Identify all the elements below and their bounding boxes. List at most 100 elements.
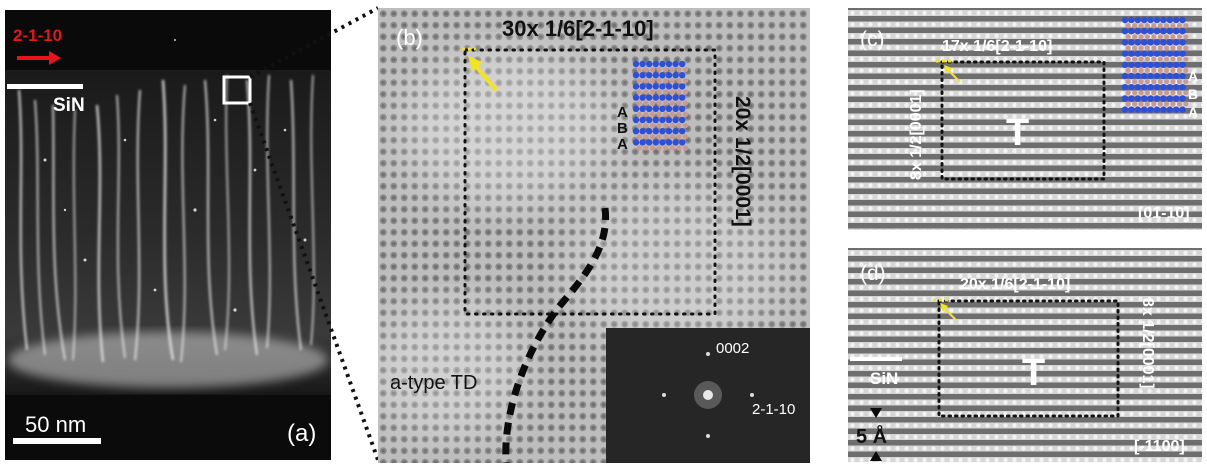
atom-marker bbox=[652, 94, 659, 101]
stack-a-bottom: A bbox=[617, 136, 628, 153]
atom-marker bbox=[649, 123, 656, 129]
atom-marker bbox=[1170, 56, 1176, 62]
atom-marker bbox=[669, 89, 675, 95]
panel-label-c: (c) bbox=[860, 28, 885, 51]
atom-marker bbox=[646, 94, 653, 101]
top-vector-label-d: 20x 1/6[2-1-10] bbox=[960, 276, 1071, 293]
atom-marker bbox=[1128, 106, 1135, 113]
atom-marker bbox=[672, 128, 679, 135]
atom-marker bbox=[639, 139, 646, 146]
atom-marker bbox=[1151, 56, 1157, 62]
atom-marker bbox=[659, 105, 666, 113]
atom-marker bbox=[672, 83, 679, 90]
side-vector-label-b: 20x 1/2[0001] bbox=[731, 96, 754, 227]
atom-marker bbox=[676, 78, 682, 84]
atom-marker bbox=[679, 94, 686, 101]
atom-marker bbox=[636, 100, 642, 106]
atom-marker bbox=[1147, 106, 1154, 113]
atom-marker bbox=[1160, 84, 1167, 91]
atom-marker bbox=[1125, 45, 1131, 51]
atom-marker bbox=[646, 105, 653, 113]
atom-marker bbox=[639, 105, 646, 113]
atom-marker bbox=[669, 100, 675, 106]
atom-marker bbox=[652, 128, 659, 135]
atom-marker bbox=[1151, 101, 1157, 107]
atom-marker bbox=[1138, 67, 1144, 73]
atom-marker bbox=[672, 72, 679, 79]
atom-marker bbox=[669, 123, 675, 129]
atom-marker bbox=[643, 78, 649, 84]
atom-marker bbox=[663, 134, 669, 140]
atom-marker bbox=[679, 128, 686, 135]
panel-label-b: (b) bbox=[396, 25, 423, 50]
atom-marker bbox=[1176, 45, 1182, 51]
atom-marker bbox=[652, 105, 659, 113]
stack-c-a-bottom: A bbox=[1188, 104, 1199, 120]
atom-marker bbox=[649, 78, 656, 84]
atom-marker bbox=[1179, 16, 1186, 24]
atom-marker bbox=[1134, 61, 1141, 68]
atom-marker bbox=[1166, 28, 1173, 35]
atom-marker bbox=[1144, 101, 1150, 107]
atom-marker bbox=[656, 145, 662, 151]
atom-marker bbox=[676, 123, 682, 129]
atom-marker bbox=[672, 94, 679, 101]
atom-marker bbox=[1160, 50, 1167, 57]
side-vector-label-d: 8x 1/2[0001] bbox=[1139, 298, 1156, 389]
atom-marker bbox=[1164, 23, 1170, 29]
atom-marker bbox=[649, 67, 656, 73]
atom-marker bbox=[643, 89, 649, 95]
atom-marker bbox=[1179, 61, 1186, 68]
panel-label-d: (d) bbox=[860, 262, 886, 285]
panel-d: (d) 20x 1/6[2-1-10] 8x 1/2[0001] T SiN 5… bbox=[848, 248, 1202, 462]
scale-bar-label: 50 nm bbox=[25, 412, 87, 437]
atom-marker bbox=[632, 83, 640, 90]
atom-marker bbox=[1157, 90, 1163, 96]
atom-marker bbox=[656, 67, 662, 73]
atom-marker bbox=[1121, 39, 1129, 46]
direction-label: 2-1-10 bbox=[13, 26, 63, 45]
atom-marker bbox=[1134, 84, 1141, 91]
atom-marker bbox=[1160, 39, 1167, 46]
atom-marker bbox=[672, 139, 679, 146]
atom-marker bbox=[1132, 79, 1138, 85]
atom-marker bbox=[1128, 28, 1135, 35]
atom-marker bbox=[663, 123, 669, 129]
atom-marker bbox=[1132, 67, 1138, 73]
atom-marker bbox=[669, 145, 675, 151]
atom-marker bbox=[1183, 34, 1189, 40]
atom-marker bbox=[1128, 16, 1135, 24]
atom-marker bbox=[1147, 61, 1154, 68]
atom-marker bbox=[679, 72, 686, 79]
atom-marker bbox=[669, 134, 675, 140]
atom-marker bbox=[1141, 28, 1148, 35]
atom-marker bbox=[1128, 39, 1135, 46]
atom-marker bbox=[1151, 23, 1157, 29]
atom-marker bbox=[1166, 39, 1173, 46]
twin-label-c: T bbox=[1006, 112, 1030, 154]
atom-marker bbox=[646, 139, 653, 146]
atom-marker bbox=[676, 111, 682, 117]
panel-b: (b) 30x 1/6[2-1-10] 20x 1/2[0001] A B A … bbox=[378, 8, 810, 463]
atom-marker bbox=[1125, 90, 1131, 96]
atom-marker bbox=[632, 94, 640, 101]
atom-marker bbox=[1153, 95, 1161, 102]
atom-marker bbox=[1125, 101, 1131, 107]
atom-marker bbox=[1157, 45, 1163, 51]
atom-marker bbox=[1132, 23, 1138, 29]
stack-b: B bbox=[617, 120, 628, 137]
atom-marker bbox=[636, 123, 642, 129]
panel-c: (c) 17x 1/6[2-1-10] 8x 1/2[0001] T A B A… bbox=[848, 8, 1202, 230]
atom-marker bbox=[663, 111, 669, 117]
atom-marker bbox=[643, 111, 649, 117]
atom-marker bbox=[1151, 45, 1157, 51]
atom-marker bbox=[649, 100, 656, 106]
atom-marker bbox=[1141, 106, 1148, 113]
atom-marker bbox=[1160, 61, 1167, 68]
atom-marker bbox=[1144, 56, 1150, 62]
atom-marker bbox=[652, 139, 659, 146]
stacking-labels-c: A B A bbox=[1188, 67, 1198, 121]
atom-marker bbox=[1170, 101, 1176, 107]
stack-c-a-top: A bbox=[1188, 68, 1199, 84]
atom-marker bbox=[1121, 16, 1129, 24]
